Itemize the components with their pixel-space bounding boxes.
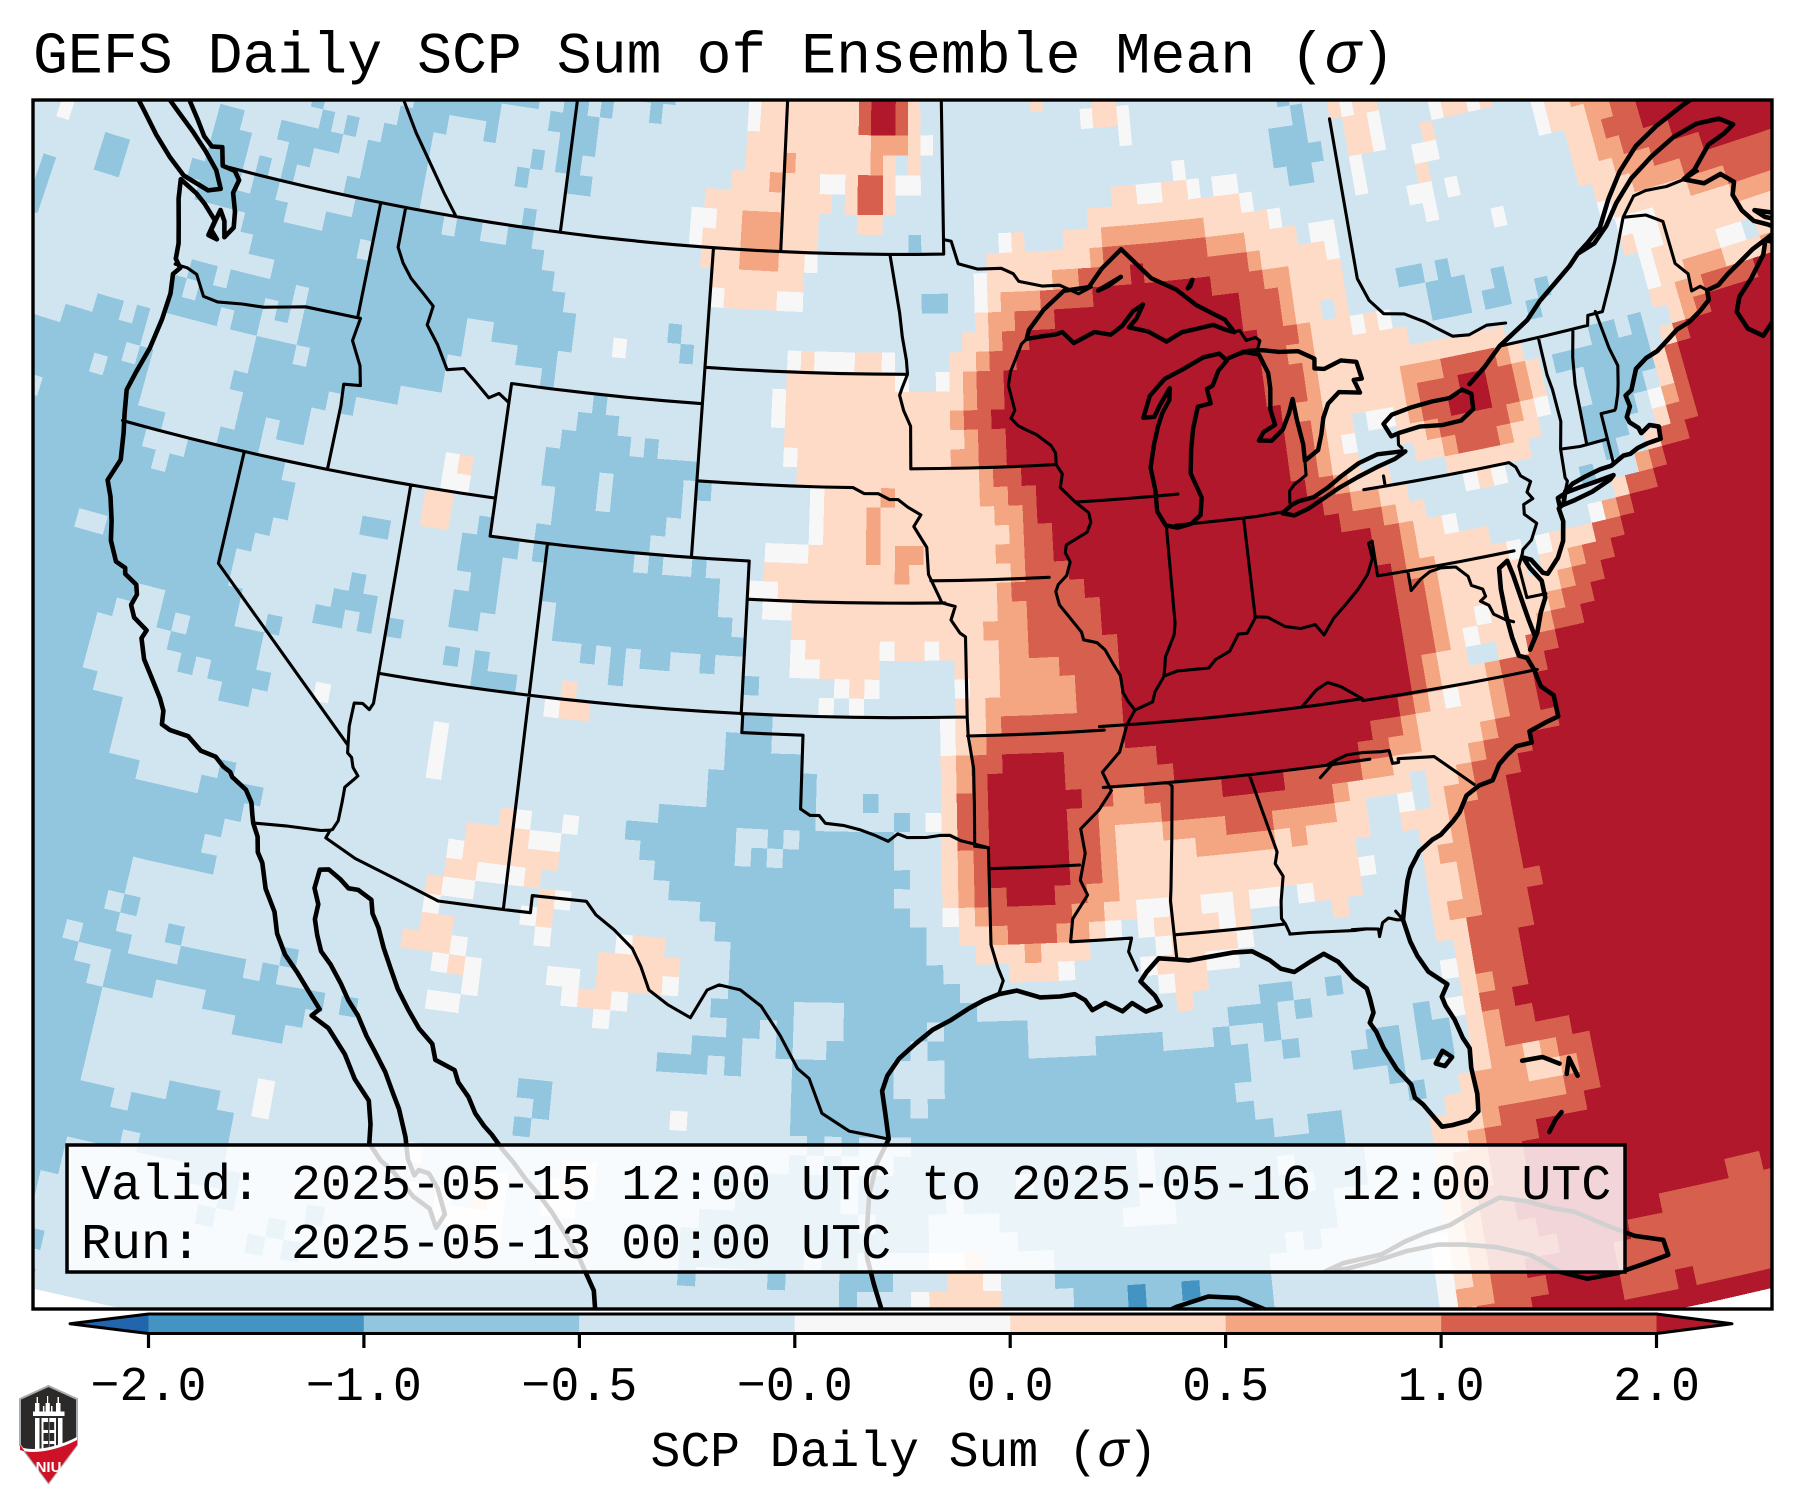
svg-text:1.0: 1.0: [1398, 1360, 1485, 1415]
svg-text:−0.5: −0.5: [521, 1360, 637, 1415]
svg-text:2.0: 2.0: [1613, 1360, 1700, 1415]
svg-text:SCP Daily Sum (σ): SCP Daily Sum (σ): [651, 1425, 1158, 1481]
svg-text:−2.0: −2.0: [91, 1360, 207, 1415]
svg-text:NIU: NIU: [36, 1459, 62, 1476]
svg-text:GEFS Daily SCP Sum of Ensemble: GEFS Daily SCP Sum of Ensemble Mean (σ): [33, 26, 1395, 91]
svg-text:0.0: 0.0: [967, 1360, 1054, 1415]
svg-text:−1.0: −1.0: [306, 1360, 422, 1415]
svg-text:−0.0: −0.0: [737, 1360, 853, 1415]
svg-text:Run: 2025-05-13 00:00 UTC: Run: 2025-05-13 00:00 UTC: [81, 1217, 891, 1274]
svg-text:Valid: 2025-05-15 12:00 UTC to: Valid: 2025-05-15 12:00 UTC to 2025-05-1…: [81, 1158, 1611, 1215]
svg-text:0.5: 0.5: [1182, 1360, 1269, 1415]
